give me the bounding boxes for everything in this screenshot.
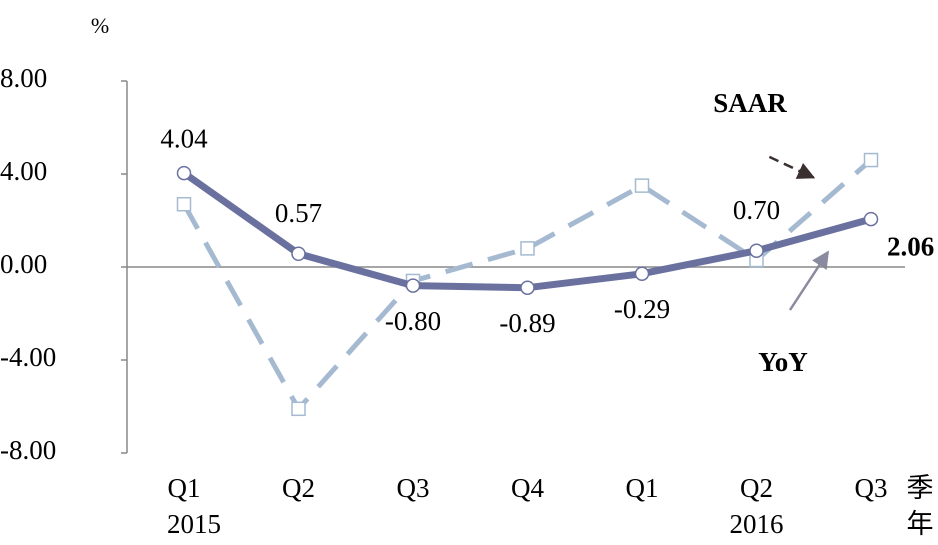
y-tick-label: 8.00 bbox=[0, 63, 47, 93]
data-label: -0.89 bbox=[499, 308, 555, 338]
yoy-arrow bbox=[788, 250, 830, 311]
x-tick-label: Q3 bbox=[855, 473, 888, 503]
point bbox=[634, 266, 650, 281]
x-group-label: 2015 bbox=[167, 509, 221, 539]
x-tick-label: Q1 bbox=[626, 473, 659, 503]
point bbox=[634, 178, 650, 193]
x-tick-label: Q2 bbox=[282, 473, 315, 503]
point bbox=[863, 152, 879, 168]
x-tick-label: Q2 bbox=[740, 473, 773, 503]
data-label: 2.06 bbox=[887, 231, 934, 261]
y-tick-label: 0.00 bbox=[0, 249, 47, 279]
point bbox=[749, 243, 764, 258]
data-label: 0.57 bbox=[275, 198, 322, 228]
y-tick-label: -4.00 bbox=[0, 342, 56, 372]
data-label: -0.80 bbox=[385, 306, 441, 336]
data-label: -0.29 bbox=[614, 294, 670, 324]
point bbox=[176, 165, 192, 181]
data-label: 4.04 bbox=[160, 123, 208, 153]
y-tick-label: -8.00 bbox=[0, 435, 56, 465]
x-axis-label: 年 bbox=[907, 509, 934, 539]
x-tick-label: Q1 bbox=[168, 473, 201, 503]
point bbox=[291, 401, 306, 417]
legend-label: YoY bbox=[758, 347, 808, 377]
saar-arrow bbox=[768, 155, 816, 179]
data-label: 0.70 bbox=[733, 195, 780, 225]
point bbox=[176, 196, 192, 212]
x-tick-label: Q3 bbox=[397, 473, 430, 503]
point bbox=[863, 211, 879, 227]
y-tick-label: 4.00 bbox=[0, 156, 47, 186]
legend-label: SAAR bbox=[713, 88, 787, 118]
x-group-label: 2016 bbox=[730, 509, 784, 539]
point bbox=[405, 278, 421, 293]
series-line bbox=[181, 170, 872, 292]
x-axis-label: 季 bbox=[907, 473, 934, 503]
y-unit: % bbox=[91, 13, 109, 38]
point bbox=[291, 246, 306, 261]
point bbox=[520, 241, 535, 256]
x-tick-label: Q4 bbox=[511, 473, 544, 503]
point bbox=[520, 280, 535, 295]
